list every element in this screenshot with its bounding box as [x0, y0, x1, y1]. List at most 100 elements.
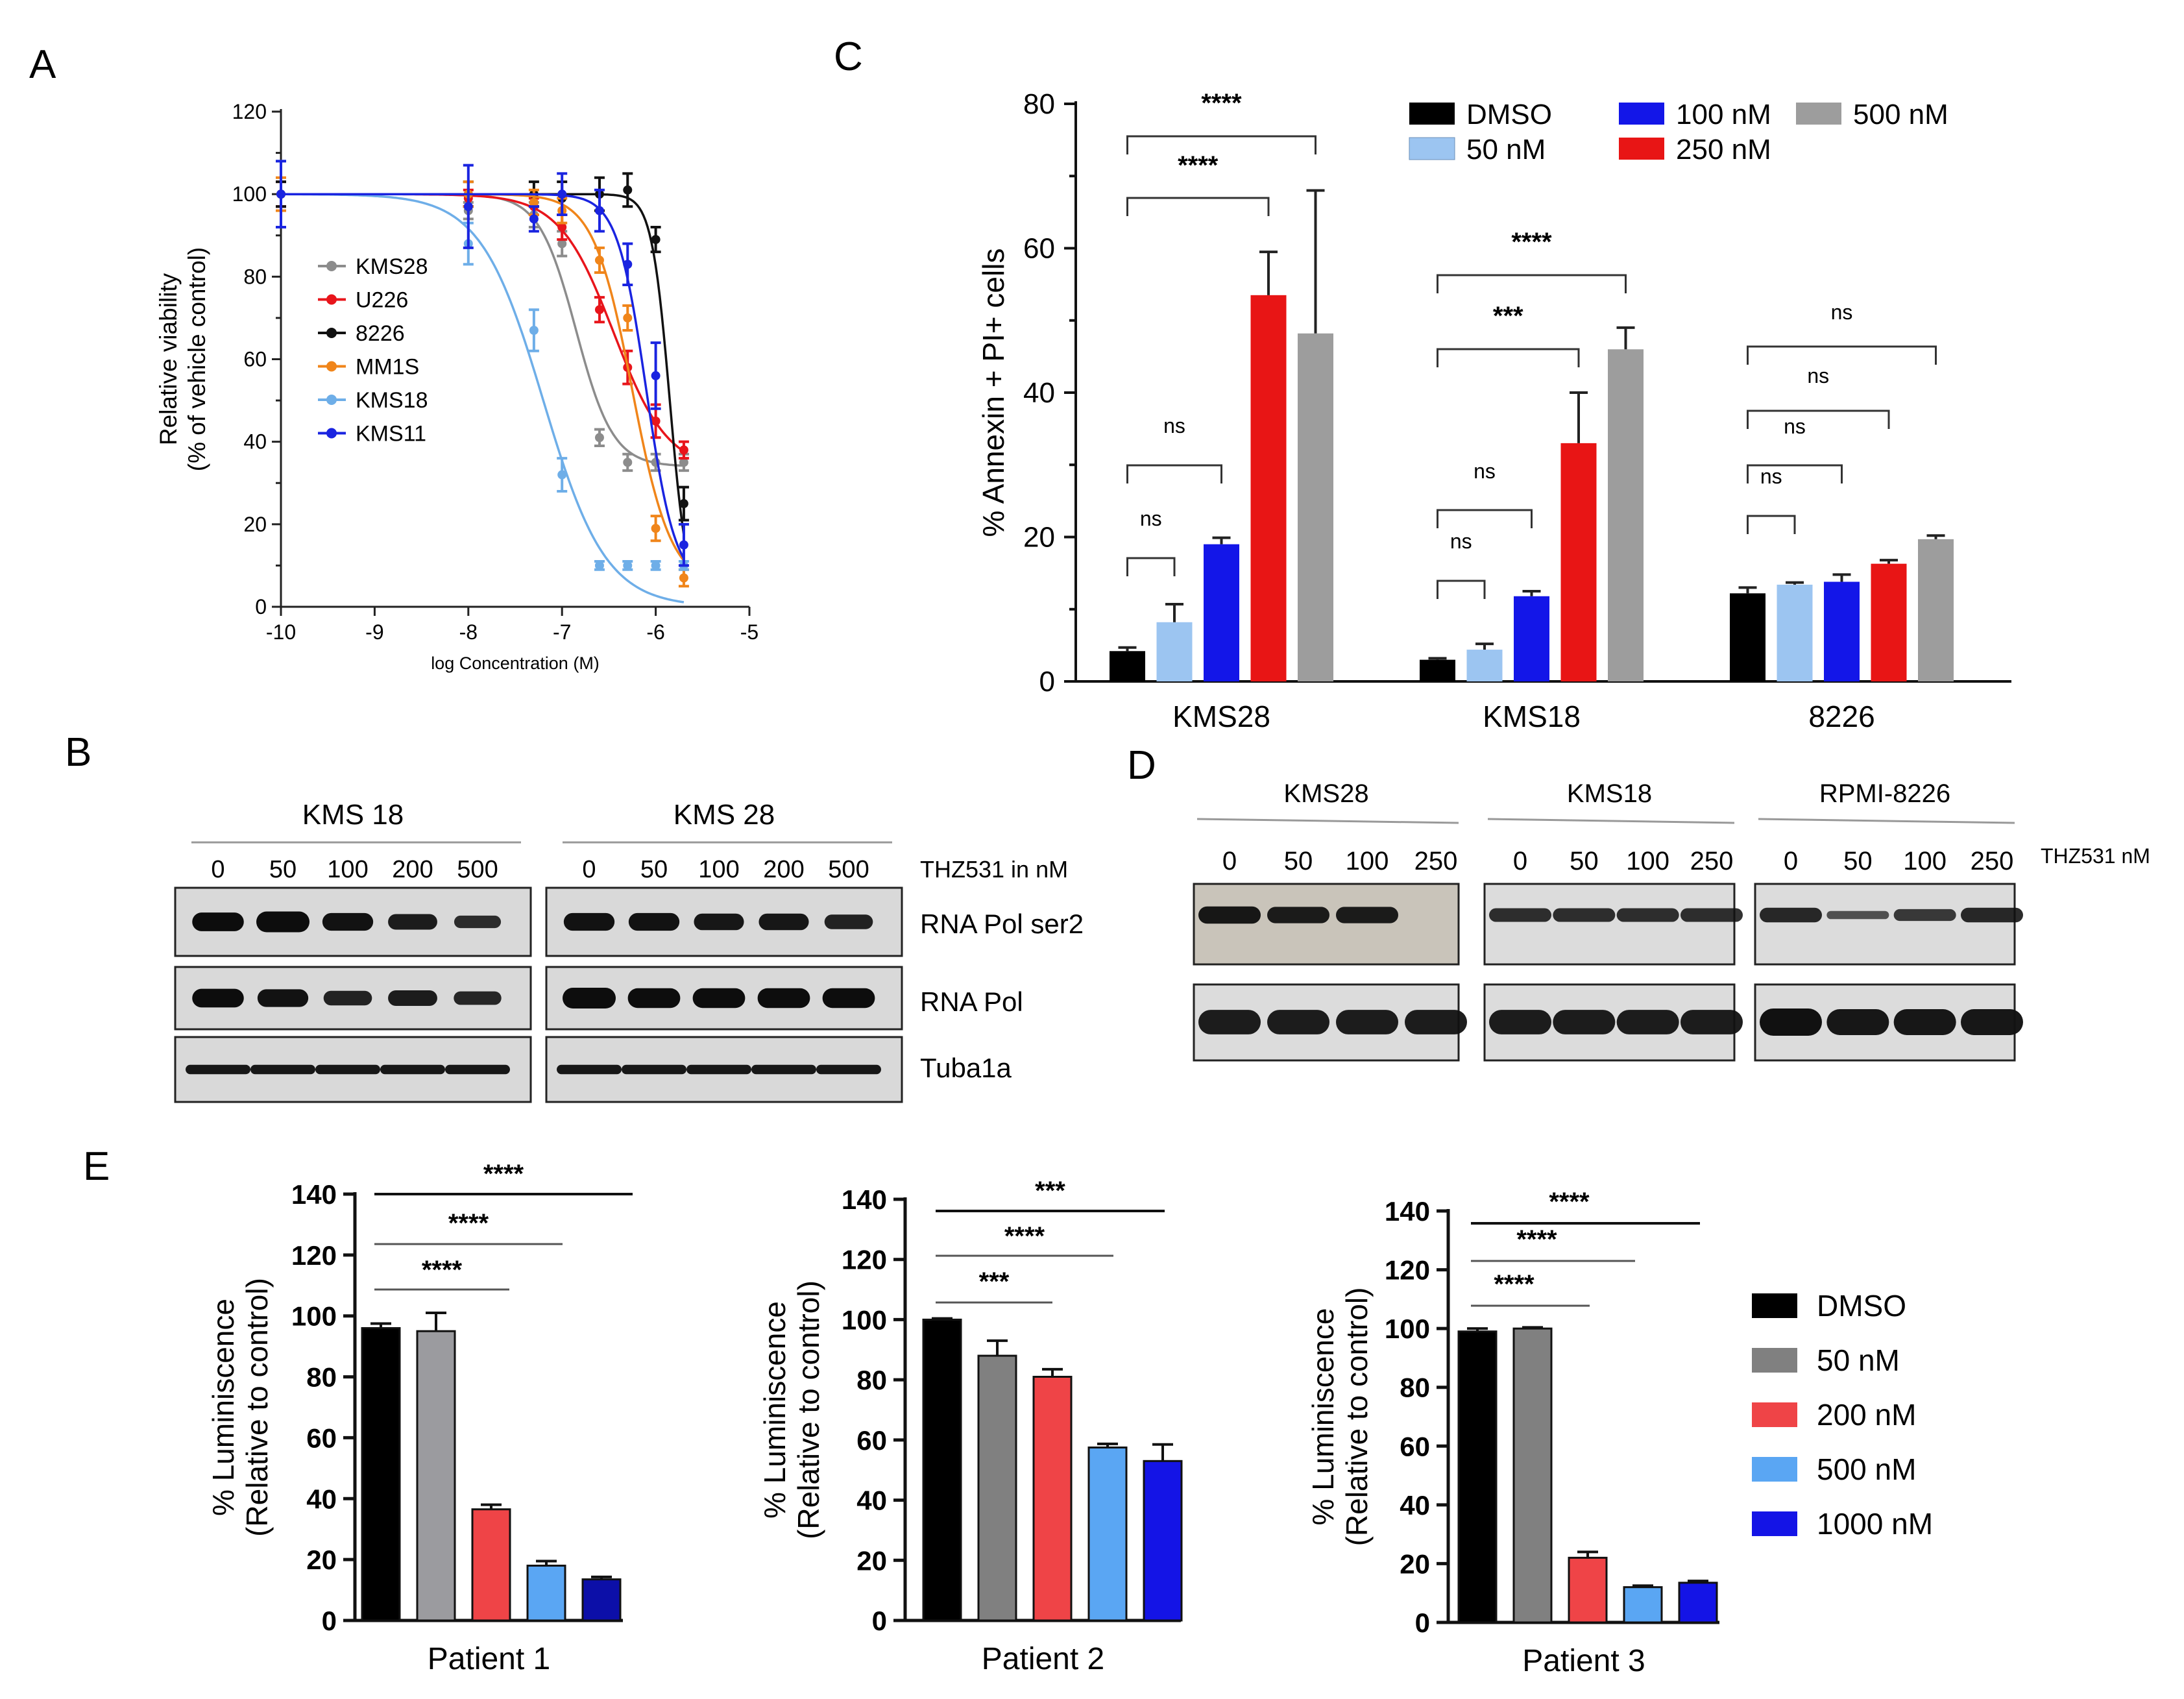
lane-label: 200 — [392, 856, 433, 883]
bar-8226-100-nm — [1824, 581, 1860, 681]
bar-50-nm — [1512, 1327, 1553, 1624]
bar-kms28-250-nm — [1250, 295, 1287, 681]
protein-band — [757, 988, 810, 1008]
bar-500-nm — [1623, 1586, 1663, 1624]
protein-band — [686, 1064, 751, 1075]
y-tick-label: 20 — [1400, 1548, 1430, 1579]
y-axis-label-line: (% of vehicle control) — [184, 247, 210, 471]
blot-membrane — [1193, 883, 1460, 966]
y-axis-label: % Luminiscence(Relative to control) — [206, 1278, 274, 1537]
protein-band — [323, 990, 372, 1006]
protein-band — [1198, 906, 1261, 924]
significance-label: **** — [1494, 1270, 1535, 1299]
data-point — [276, 189, 285, 199]
y-tick-label: 100 — [232, 182, 267, 206]
bar-1000-nm — [1143, 1460, 1183, 1622]
data-point — [623, 185, 633, 195]
data-point — [557, 239, 567, 249]
blot-group-underline — [1758, 818, 2015, 824]
y-tick-label: 20 — [856, 1545, 887, 1576]
protein-band — [388, 914, 437, 930]
y-tick-label: 20 — [243, 513, 267, 536]
protein-band — [250, 1064, 315, 1075]
data-point — [623, 260, 633, 269]
y-tick-label: 40 — [1023, 377, 1055, 409]
protein-band — [692, 988, 746, 1008]
protein-band — [454, 991, 502, 1005]
category-label: 8226 — [1808, 700, 1875, 733]
protein-band — [1826, 911, 1889, 920]
legend-label: 500 nM — [1817, 1452, 1916, 1486]
legend-swatch — [1796, 103, 1841, 125]
x-tick-label: -5 — [740, 620, 758, 644]
y-tick-label: 100 — [842, 1304, 887, 1335]
lane-label: 0 — [211, 856, 224, 883]
treatment-label: THZ531 nM — [2041, 844, 2150, 868]
lane-label: 250 — [1971, 847, 2014, 875]
protein-band — [627, 988, 681, 1008]
y-tick-label: 0 — [1415, 1607, 1430, 1638]
significance-bracket — [1747, 409, 1890, 429]
protein-band — [758, 913, 809, 931]
legend-label: KMS18 — [356, 388, 428, 413]
significance-label: **** — [1511, 228, 1552, 256]
blot-group-title: KMS18 — [1567, 779, 1652, 808]
protein-band — [1267, 907, 1329, 923]
y-tick-label: 80 — [1023, 88, 1055, 120]
legend-swatch — [1752, 1457, 1797, 1482]
data-point — [679, 458, 688, 467]
bar-dmso — [1457, 1330, 1498, 1624]
blot-group-title: RPMI-8226 — [1819, 779, 1950, 808]
y-axis-label: % Luminiscence(Relative to control) — [1306, 1288, 1374, 1546]
bar-kms18-250-nm — [1560, 443, 1597, 681]
x-tick-label: -9 — [365, 620, 383, 644]
data-point — [529, 214, 539, 224]
row-label: RNA Pol — [920, 986, 1023, 1017]
data-point — [623, 313, 633, 323]
y-tick-label: 40 — [856, 1485, 887, 1516]
panel-label-b: B — [65, 730, 91, 775]
legend-marker — [326, 428, 337, 439]
y-tick-label: 40 — [1400, 1490, 1430, 1521]
data-point — [679, 445, 688, 455]
data-point — [557, 223, 567, 232]
bar-kms28-500-nm — [1298, 333, 1333, 681]
legend-label: 200 nM — [1817, 1398, 1916, 1432]
legend-marker — [326, 261, 337, 271]
significance-label: ns — [1807, 364, 1829, 387]
data-point — [594, 255, 604, 265]
significance-bracket — [1437, 348, 1580, 367]
data-point — [679, 573, 688, 583]
legend-label: 50 nM — [1466, 134, 1546, 165]
legend-swatch — [1409, 137, 1455, 160]
y-axis-label-line: % Luminiscence — [758, 1301, 792, 1519]
significance-bracket — [1747, 515, 1796, 534]
significance-label: *** — [1035, 1177, 1065, 1205]
legend-label: 100 nM — [1676, 99, 1771, 130]
bar-kms28-50-nm — [1156, 622, 1193, 681]
protein-band — [1616, 1010, 1679, 1034]
y-tick-label: 140 — [842, 1184, 887, 1215]
lane-label: 100 — [1626, 847, 1669, 875]
y-axis-label: % Luminiscence(Relative to control) — [758, 1280, 825, 1539]
y-tick-label: 100 — [291, 1301, 337, 1332]
blot-group-title: KMS 28 — [673, 799, 775, 831]
y-tick-label: 120 — [1385, 1255, 1430, 1286]
protein-band — [1680, 908, 1743, 922]
y-tick-label: 120 — [842, 1245, 887, 1275]
y-tick-label: 60 — [243, 348, 267, 371]
protein-band — [1489, 1010, 1551, 1034]
protein-band — [694, 913, 744, 931]
significance-bracket — [1747, 464, 1843, 483]
y-tick-label: 100 — [1385, 1314, 1430, 1344]
protein-band — [751, 1064, 816, 1075]
significance-label: **** — [1549, 1188, 1590, 1216]
significance-label: **** — [1178, 151, 1219, 180]
y-axis-label-line: % Luminiscence — [1306, 1308, 1340, 1526]
protein-band — [322, 912, 374, 931]
legend-label: 50 nM — [1817, 1343, 1900, 1377]
x-tick-label: -7 — [553, 620, 571, 644]
x-axis-label: log Concentration (M) — [431, 654, 600, 673]
significance-bracket — [1437, 509, 1533, 528]
